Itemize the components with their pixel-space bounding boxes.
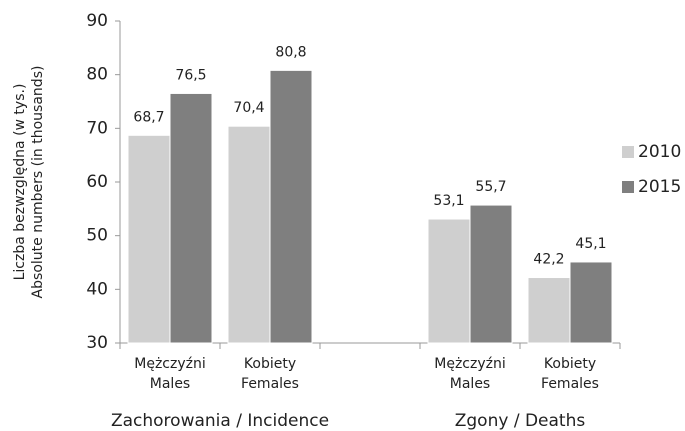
value-label: 80,8 [275,44,306,60]
x-tick-label: Females [241,376,299,392]
bar [227,125,271,344]
y-axis-label: Absolute numbers (in thousands) [30,66,46,299]
y-tick-label: 30 [86,333,108,353]
x-tick-label: Males [450,376,490,392]
x-tick-label: Kobiety [244,356,296,372]
y-tick-label: 50 [86,226,108,246]
legend-swatch [622,146,634,158]
bar [127,134,171,344]
x-tick-label: Kobiety [544,356,596,372]
value-label: 45,1 [575,236,606,252]
y-tick-label: 40 [86,279,108,299]
legend-swatch [622,181,634,193]
bar [527,277,571,344]
bar [469,204,513,344]
group-label: Zgony / Deaths [455,411,586,431]
value-label: 55,7 [475,179,506,195]
y-tick-label: 90 [86,11,108,31]
y-tick-label: 70 [86,118,108,138]
x-tick-label: Mężczyźni [134,356,205,372]
bar [169,92,213,344]
group-label: Zachorowania / Incidence [111,411,329,431]
bar [569,261,613,344]
x-tick-label: Mężczyźni [434,356,505,372]
y-tick-label: 80 [86,65,108,85]
x-tick-label: Males [150,376,190,392]
y-axis-label: Liczba bezwzględna (w tys.) [12,84,28,281]
value-label: 70,4 [233,100,264,116]
y-tick-label: 60 [86,172,108,192]
value-label: 68,7 [133,109,164,125]
value-label: 53,1 [433,193,464,209]
bar [427,218,471,344]
x-tick-label: Females [541,376,599,392]
value-label: 76,5 [175,67,206,83]
bar [269,69,313,344]
legend-label: 2015 [638,177,681,197]
legend-label: 2010 [638,142,681,162]
value-label: 42,2 [533,252,564,268]
